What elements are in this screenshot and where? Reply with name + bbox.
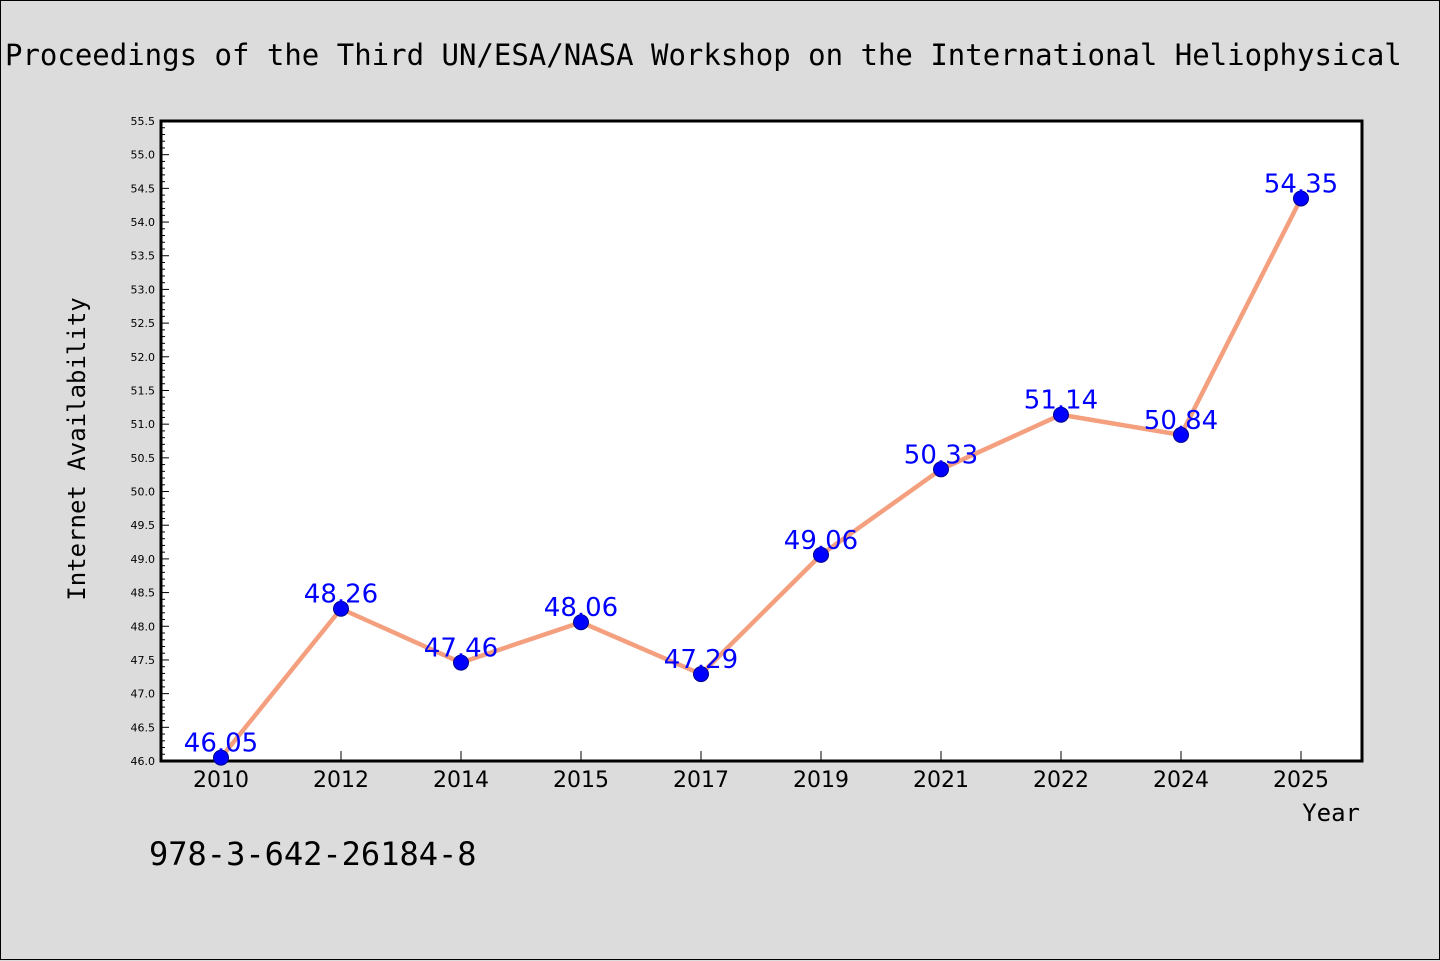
plot-area	[159, 119, 1364, 763]
x-tick-label: 2017	[673, 768, 729, 793]
y-tick-label: 51.5	[131, 384, 156, 397]
y-tick-label: 54.5	[131, 182, 156, 195]
data-point	[933, 461, 949, 478]
y-tick-label: 52.5	[131, 317, 156, 330]
data-label: 48.26	[304, 580, 378, 610]
y-tick-label: 47.0	[131, 688, 156, 701]
y-tick-label: 49.0	[131, 553, 156, 566]
data-point	[813, 546, 829, 563]
data-label: 49.06	[784, 526, 858, 556]
data-label: 46.05	[184, 729, 258, 759]
data-point	[1293, 190, 1309, 207]
y-tick-label: 46.5	[131, 721, 156, 734]
data-point	[453, 654, 469, 671]
data-label: 54.35	[1264, 169, 1338, 199]
data-label: 47.46	[424, 634, 498, 664]
x-tick-label: 2022	[1033, 768, 1089, 793]
y-tick-label: 50.5	[131, 452, 156, 465]
data-point	[1173, 426, 1189, 443]
y-tick-label: 47.5	[131, 654, 156, 667]
data-point	[213, 749, 229, 766]
x-tick-label: 2024	[1153, 768, 1209, 793]
data-point	[573, 614, 589, 631]
series-markers	[213, 190, 1309, 766]
y-tick-label: 53.0	[131, 283, 156, 296]
x-tick-label: 2015	[553, 768, 609, 793]
y-tick-label: 55.0	[131, 149, 156, 162]
y-tick-label: 50.0	[131, 486, 156, 499]
x-axis-label: Year	[1302, 799, 1360, 827]
x-tick-label: 2014	[433, 768, 489, 793]
data-point	[693, 666, 709, 683]
y-tick-label: 52.0	[131, 351, 156, 364]
y-tick-label: 54.0	[131, 216, 156, 229]
y-tick-label: 53.5	[131, 250, 156, 263]
y-axis: 46.0 46.5 47.0 47.5 48.0 48.5 49.0 49.5 50.0 50.5…	[131, 115, 169, 768]
x-tick-label: 2021	[913, 768, 969, 793]
x-tick-label: 2019	[793, 768, 849, 793]
data-label: 50.33	[904, 440, 978, 470]
data-label: 48.06	[544, 593, 618, 623]
data-labels: 46.05 48.26 47.46 48.06 47.29 49.06 50.33 51.14…	[184, 169, 1338, 758]
data-label: 47.29	[664, 645, 738, 675]
y-tick-label: 51.0	[131, 418, 156, 431]
series-line	[219, 197, 1304, 760]
x-axis: 2010 2012 2014 2015 2017 2019 2021 2022 2024 2025	[193, 751, 1329, 793]
x-tick-label: 2012	[313, 768, 369, 793]
isbn-text: 978-3-642-26184-8	[149, 835, 477, 873]
y-tick-label: 49.5	[131, 519, 156, 532]
data-point	[1053, 406, 1069, 423]
data-label: 51.14	[1024, 386, 1098, 416]
y-axis-label: Internet Availability	[63, 297, 91, 600]
data-label: 50.84	[1144, 406, 1218, 436]
chart-title: Proceedings of the Third UN/ESA/NASA Wor…	[5, 38, 1402, 72]
y-tick-label: 48.0	[131, 620, 156, 633]
y-tick-label: 55.5	[131, 115, 156, 128]
x-tick-label: 2010	[193, 768, 249, 793]
y-tick-label: 46.0	[131, 755, 156, 768]
y-tick-label: 48.5	[131, 587, 156, 600]
x-tick-label: 2025	[1273, 768, 1329, 793]
data-point	[333, 600, 349, 617]
